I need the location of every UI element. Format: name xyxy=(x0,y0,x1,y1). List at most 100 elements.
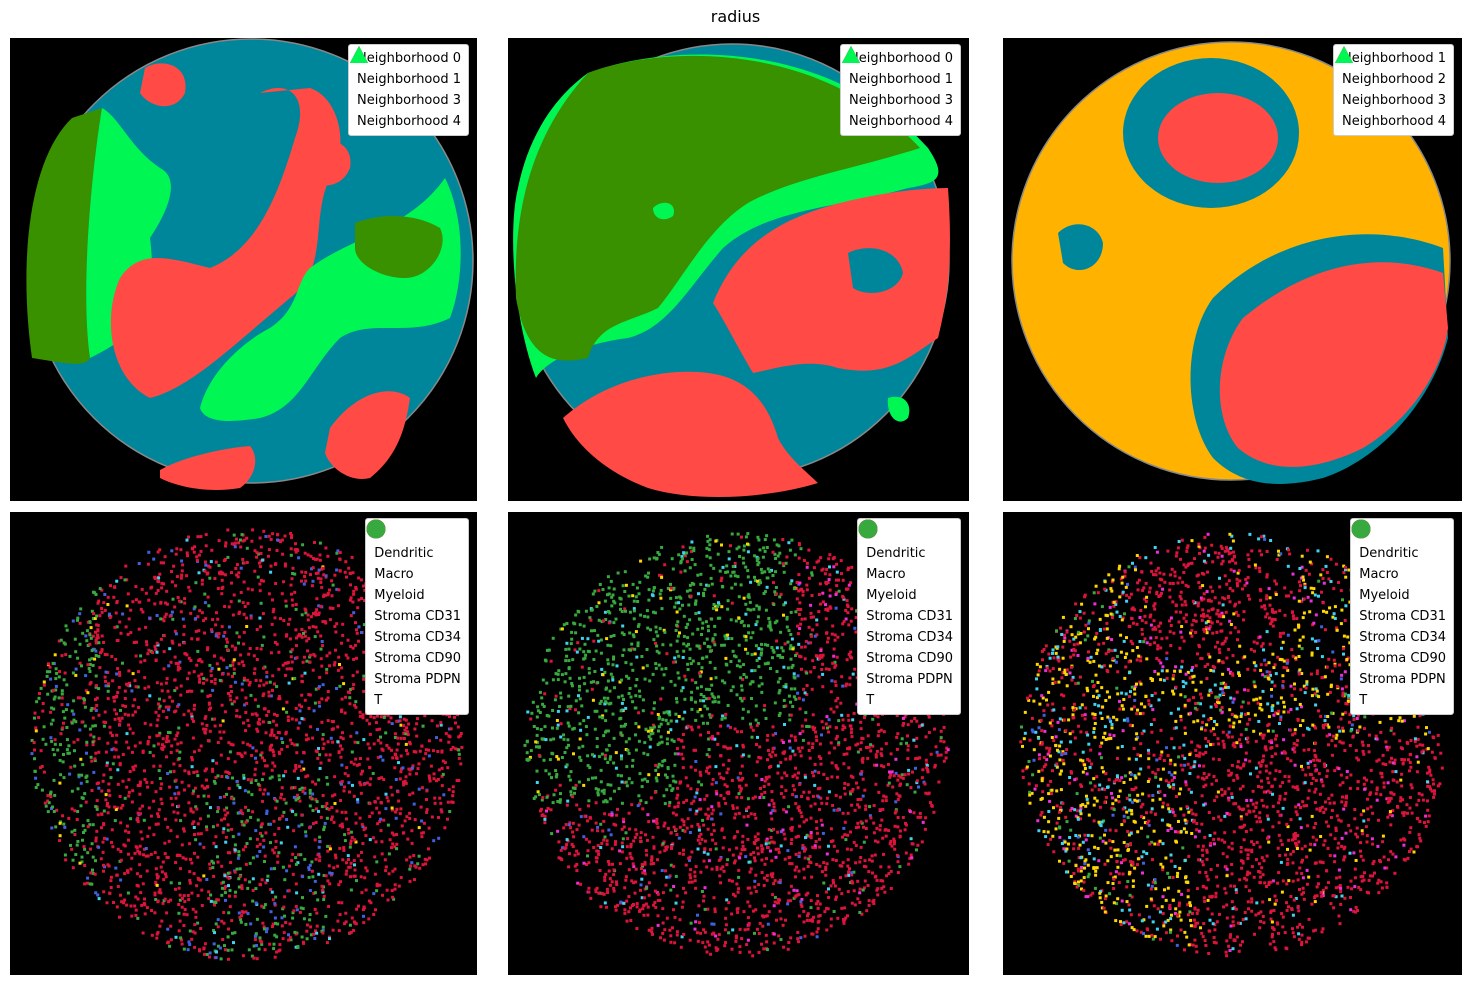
cell-point xyxy=(143,903,147,907)
cell-point xyxy=(603,599,607,603)
cell-point xyxy=(111,845,115,849)
cell-point xyxy=(373,800,377,804)
cell-point xyxy=(529,749,533,753)
cell-point xyxy=(98,614,102,618)
cell-point xyxy=(293,677,297,680)
cell-point xyxy=(723,928,727,932)
cell-point xyxy=(158,777,162,780)
cell-point xyxy=(103,608,107,612)
cell-point xyxy=(153,577,157,580)
cell-point xyxy=(540,798,544,802)
cell-point xyxy=(300,786,304,790)
cell-point xyxy=(733,582,737,586)
cell-point xyxy=(395,719,399,723)
cell-point xyxy=(139,874,143,878)
cell-point xyxy=(233,760,237,764)
cell-point xyxy=(125,740,129,744)
cell-point xyxy=(844,617,848,621)
cell-point xyxy=(778,689,782,692)
cell-point xyxy=(607,743,611,747)
cell-point xyxy=(646,575,650,579)
cell-point xyxy=(176,668,180,672)
cell-point xyxy=(807,576,811,580)
cell-point xyxy=(261,612,265,616)
cell-point xyxy=(843,820,847,824)
cell-point xyxy=(731,853,735,857)
cell-point xyxy=(320,664,324,668)
cell-point xyxy=(664,667,668,671)
neighborhood-map-3: Neighborhood 1 Neighborhood 2 Neighborhood… xyxy=(1003,38,1462,501)
cell-point xyxy=(850,901,854,905)
cell-point xyxy=(800,667,803,671)
cell-point xyxy=(710,582,714,586)
cell-point xyxy=(94,684,98,688)
cell-point xyxy=(178,750,182,754)
cell-point xyxy=(304,570,308,574)
cell-point xyxy=(238,786,242,790)
cell-point xyxy=(904,823,908,827)
cell-point xyxy=(359,783,363,787)
cell-point xyxy=(180,843,184,847)
cell-point xyxy=(837,741,841,745)
cell-point xyxy=(282,619,286,622)
cell-point xyxy=(42,683,46,687)
cell-point xyxy=(63,671,67,675)
cell-point xyxy=(208,663,212,667)
cell-point xyxy=(578,688,581,692)
cell-point xyxy=(345,766,349,770)
cell-point xyxy=(870,854,874,858)
cell-point xyxy=(669,596,673,600)
cell-point xyxy=(311,875,315,879)
cell-point xyxy=(341,633,345,637)
cell-point xyxy=(59,638,63,642)
legend-entry-t: T xyxy=(366,519,461,711)
cell-point xyxy=(603,835,607,839)
cell-point xyxy=(241,848,245,852)
cell-point xyxy=(102,863,105,867)
cell-point xyxy=(42,725,46,729)
cell-point xyxy=(55,808,59,812)
cell-point xyxy=(131,704,135,708)
cell-point xyxy=(336,740,340,744)
cell-point xyxy=(724,570,728,574)
cell-point xyxy=(164,601,168,605)
cell-point xyxy=(226,828,230,832)
cell-point xyxy=(216,774,220,778)
cell-point xyxy=(255,555,259,559)
cell-point xyxy=(448,715,451,719)
cell-point xyxy=(623,908,627,912)
cell-point xyxy=(591,698,595,702)
cell-point xyxy=(340,641,343,645)
cell-point xyxy=(595,860,599,864)
cell-point xyxy=(789,610,793,614)
cell-point xyxy=(876,840,880,844)
cell-point xyxy=(335,587,339,591)
cell-point xyxy=(234,566,238,570)
cell-point xyxy=(104,798,108,802)
cell-point xyxy=(324,546,328,550)
cell-point xyxy=(262,683,266,687)
cell-point xyxy=(127,838,130,842)
cell-point xyxy=(91,743,95,747)
cell-point xyxy=(166,825,170,829)
cell-point xyxy=(280,538,284,542)
cell-point xyxy=(194,629,198,633)
cell-point xyxy=(102,809,106,813)
cell-point xyxy=(322,828,326,832)
cell-point xyxy=(746,607,750,611)
cell-point xyxy=(313,891,317,895)
cell-point xyxy=(251,899,255,903)
cell-point xyxy=(304,834,308,838)
cell-point xyxy=(267,822,271,826)
cell-point xyxy=(395,807,399,811)
cell-point xyxy=(363,876,367,880)
cell-point xyxy=(618,680,622,684)
cell-point xyxy=(781,649,785,653)
cell-point xyxy=(716,937,720,941)
cell-point xyxy=(448,810,452,813)
cell-point xyxy=(357,598,361,602)
cell-point xyxy=(260,643,264,647)
cell-point xyxy=(300,613,304,617)
cell-point xyxy=(338,569,342,573)
cell-point xyxy=(435,779,438,783)
